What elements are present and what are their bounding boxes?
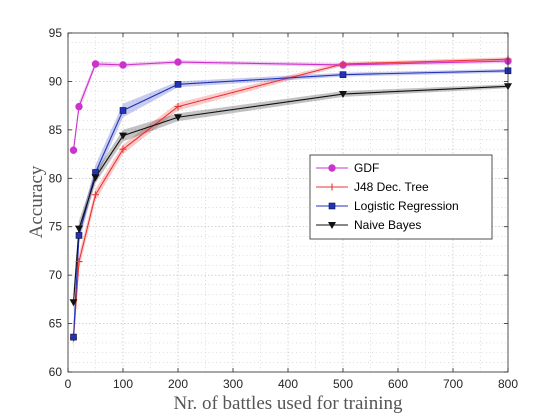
legend-label: Naive Bayes	[354, 218, 421, 232]
data-point-2	[119, 107, 127, 114]
data-point-3	[91, 174, 100, 182]
data-point-3	[339, 91, 347, 99]
data-point-3	[174, 114, 182, 122]
legend-label: GDF	[354, 161, 379, 175]
legend: GDF J48 Dec. Tree Logistic Regression Naive…	[309, 154, 493, 240]
data-point-2	[174, 81, 182, 88]
data-point-0	[75, 102, 83, 111]
y-tick-label: 90	[49, 74, 63, 88]
y-tick-label: 80	[49, 171, 63, 185]
data-point-0	[69, 146, 78, 154]
data-point-2	[75, 232, 83, 239]
x-tick-label: 700	[443, 377, 463, 391]
y-tick-label: 60	[49, 365, 63, 379]
x-tick-label: 100	[113, 377, 133, 391]
y-tick-label: 65	[49, 317, 63, 331]
x-tick-label: 0	[65, 377, 72, 391]
x-tick-label: 500	[333, 377, 353, 391]
data-point-0	[91, 60, 100, 68]
data-point-3	[119, 132, 127, 140]
legend-label: J48 Dec. Tree	[354, 180, 429, 194]
data-point-1	[174, 103, 182, 111]
data-point-2	[339, 71, 347, 78]
y-tick-label: 70	[49, 268, 63, 282]
data-point-1	[92, 191, 99, 199]
legend-marker	[328, 222, 336, 229]
data-point-2	[70, 333, 77, 341]
data-point-1	[119, 145, 127, 153]
data-point-0	[174, 58, 182, 66]
x-tick-label: 800	[498, 377, 518, 391]
x-tick-label: 400	[278, 377, 298, 391]
x-tick-label: 300	[223, 377, 243, 391]
data-point-3	[69, 299, 78, 307]
legend-marker	[328, 202, 336, 210]
series-markers	[69, 55, 512, 342]
y-tick-label: 95	[49, 26, 63, 40]
legend-marker	[328, 183, 336, 191]
data-point-0	[119, 61, 127, 69]
data-point-1	[339, 60, 347, 68]
x-axis-title: Nr. of battles used for training	[173, 393, 403, 414]
y-axis-title: Accuracy	[26, 165, 47, 238]
data-point-1	[75, 258, 83, 266]
x-tick-label: 200	[168, 377, 188, 391]
legend-marker	[328, 164, 336, 172]
y-tick-label: 75	[49, 220, 63, 234]
legend-label: Logistic Regression	[354, 199, 459, 213]
x-tick-label: 600	[388, 377, 408, 391]
axis-ticks: 0 100 200 300 400 500 600 700 800 60 65 70 75 80 85 90 9…	[49, 26, 519, 391]
data-point-3	[75, 225, 83, 233]
y-tick-label: 85	[49, 123, 63, 137]
